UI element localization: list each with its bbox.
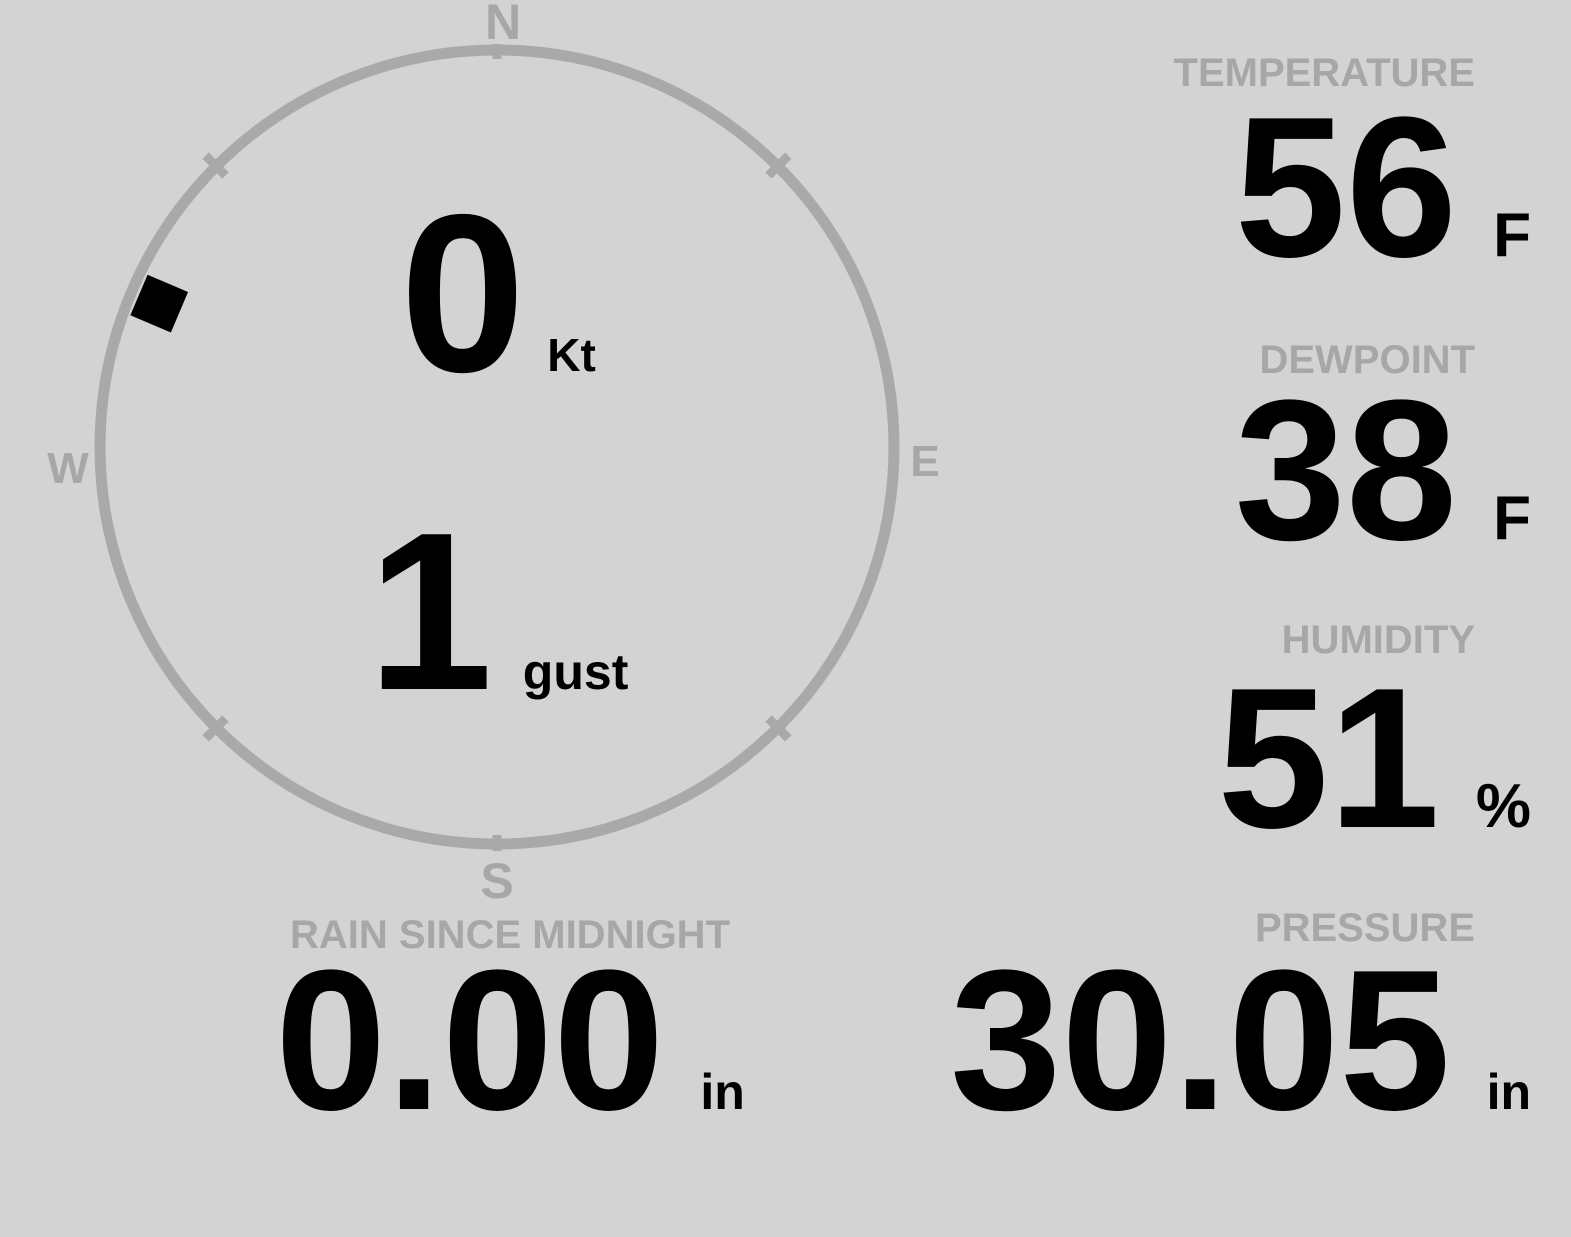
temperature-unit: F: [1493, 201, 1531, 270]
wind-compass-dial: [94, 44, 900, 851]
wind-direction-marker-icon: [130, 274, 189, 333]
pressure-label: PRESSURE: [1254, 906, 1475, 950]
wind-speed-readout: 0 Kt: [94, 181, 902, 406]
rain-value: 0.00: [275, 929, 665, 1152]
dewpoint-label: DEWPOINT: [1259, 338, 1475, 382]
compass-west-label: W: [47, 444, 89, 493]
compass-east-label: E: [910, 437, 940, 486]
pressure-value: 30.05: [950, 929, 1451, 1152]
wind-gust-readout: 1 gust: [94, 499, 902, 724]
wind-speed-value: 0: [400, 167, 526, 419]
compass-north-label: N: [484, 0, 522, 50]
wind-gust-value: 1: [367, 485, 493, 737]
pressure-unit: in: [1486, 1064, 1531, 1120]
humidity-unit: %: [1475, 772, 1531, 841]
dewpoint-unit: F: [1493, 484, 1531, 553]
dewpoint-value: 38: [1234, 359, 1458, 582]
compass-south-label: S: [480, 853, 514, 909]
rain-unit: in: [700, 1064, 745, 1120]
temperature-value: 56: [1234, 76, 1458, 299]
wind-gust-unit: gust: [522, 644, 629, 700]
rain-label: RAIN SINCE MIDNIGHT: [290, 913, 730, 957]
wind-speed-unit: Kt: [547, 329, 596, 381]
humidity-value: 51: [1217, 647, 1440, 870]
temperature-label: TEMPERATURE: [1173, 51, 1475, 95]
compass-tick-marks: [202, 44, 792, 851]
humidity-label: HUMIDITY: [1281, 618, 1475, 662]
